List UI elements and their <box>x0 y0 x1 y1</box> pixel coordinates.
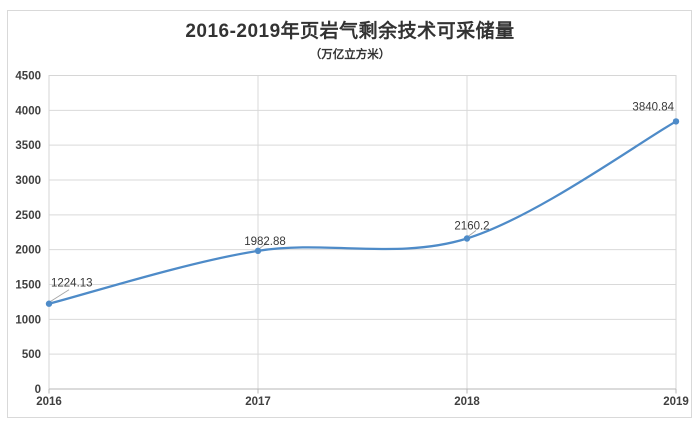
y-axis-tick-label: 1000 <box>15 314 41 326</box>
data-point-label: 1982.88 <box>244 236 286 248</box>
y-axis-tick-label: 1500 <box>15 280 41 292</box>
y-axis-tick-label: 2000 <box>15 245 41 257</box>
series-line <box>47 120 678 305</box>
data-point-marker[interactable] <box>463 235 471 242</box>
data-point-label: 3840.84 <box>632 101 674 113</box>
chart-title: 2016-2019年页岩气剩余技术可采储量 <box>185 21 515 42</box>
x-axis-tick-label: 2018 <box>454 396 480 408</box>
data-point-label: 1224.13 <box>51 278 93 290</box>
y-axis-tick-label: 4500 <box>15 71 41 83</box>
label-leader-line <box>467 230 477 237</box>
data-point-marker[interactable] <box>254 247 262 255</box>
data-point-label: 2160.2 <box>454 221 489 233</box>
x-axis-tick-label: 2019 <box>663 396 689 408</box>
x-axis-tick-label: 2016 <box>36 396 62 408</box>
y-axis-tick-label: 3000 <box>15 175 41 187</box>
label-leader-line <box>258 242 268 250</box>
chart-subtitle: （万亿立方米） <box>309 49 391 61</box>
data-point-marker[interactable] <box>45 300 53 307</box>
data-point-marker[interactable] <box>672 118 680 125</box>
chart-frame <box>7 10 692 418</box>
y-axis-tick-label: 0 <box>35 384 41 396</box>
y-axis-tick-label: 2500 <box>15 210 41 222</box>
y-axis-tick-label: 3500 <box>15 140 41 152</box>
label-leader-line <box>49 289 70 303</box>
plot-area-border <box>48 75 677 390</box>
y-axis-tick-label: 500 <box>22 349 41 361</box>
x-axis-tick-label: 2017 <box>245 396 271 408</box>
y-axis-tick-label: 4000 <box>15 105 41 117</box>
